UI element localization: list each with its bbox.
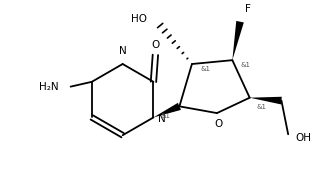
Text: N: N: [158, 114, 166, 124]
Polygon shape: [232, 21, 244, 60]
Text: HO: HO: [131, 14, 147, 24]
Text: &1: &1: [256, 104, 266, 110]
Polygon shape: [250, 97, 282, 104]
Text: F: F: [245, 4, 251, 14]
Text: O: O: [151, 40, 160, 50]
Text: H₂N: H₂N: [40, 82, 59, 92]
Text: &1: &1: [241, 62, 251, 68]
Text: OH: OH: [296, 133, 312, 143]
Text: &1: &1: [161, 113, 171, 119]
Text: N: N: [119, 46, 127, 56]
Text: O: O: [215, 119, 223, 129]
Text: &1: &1: [200, 66, 210, 72]
Polygon shape: [154, 103, 181, 117]
